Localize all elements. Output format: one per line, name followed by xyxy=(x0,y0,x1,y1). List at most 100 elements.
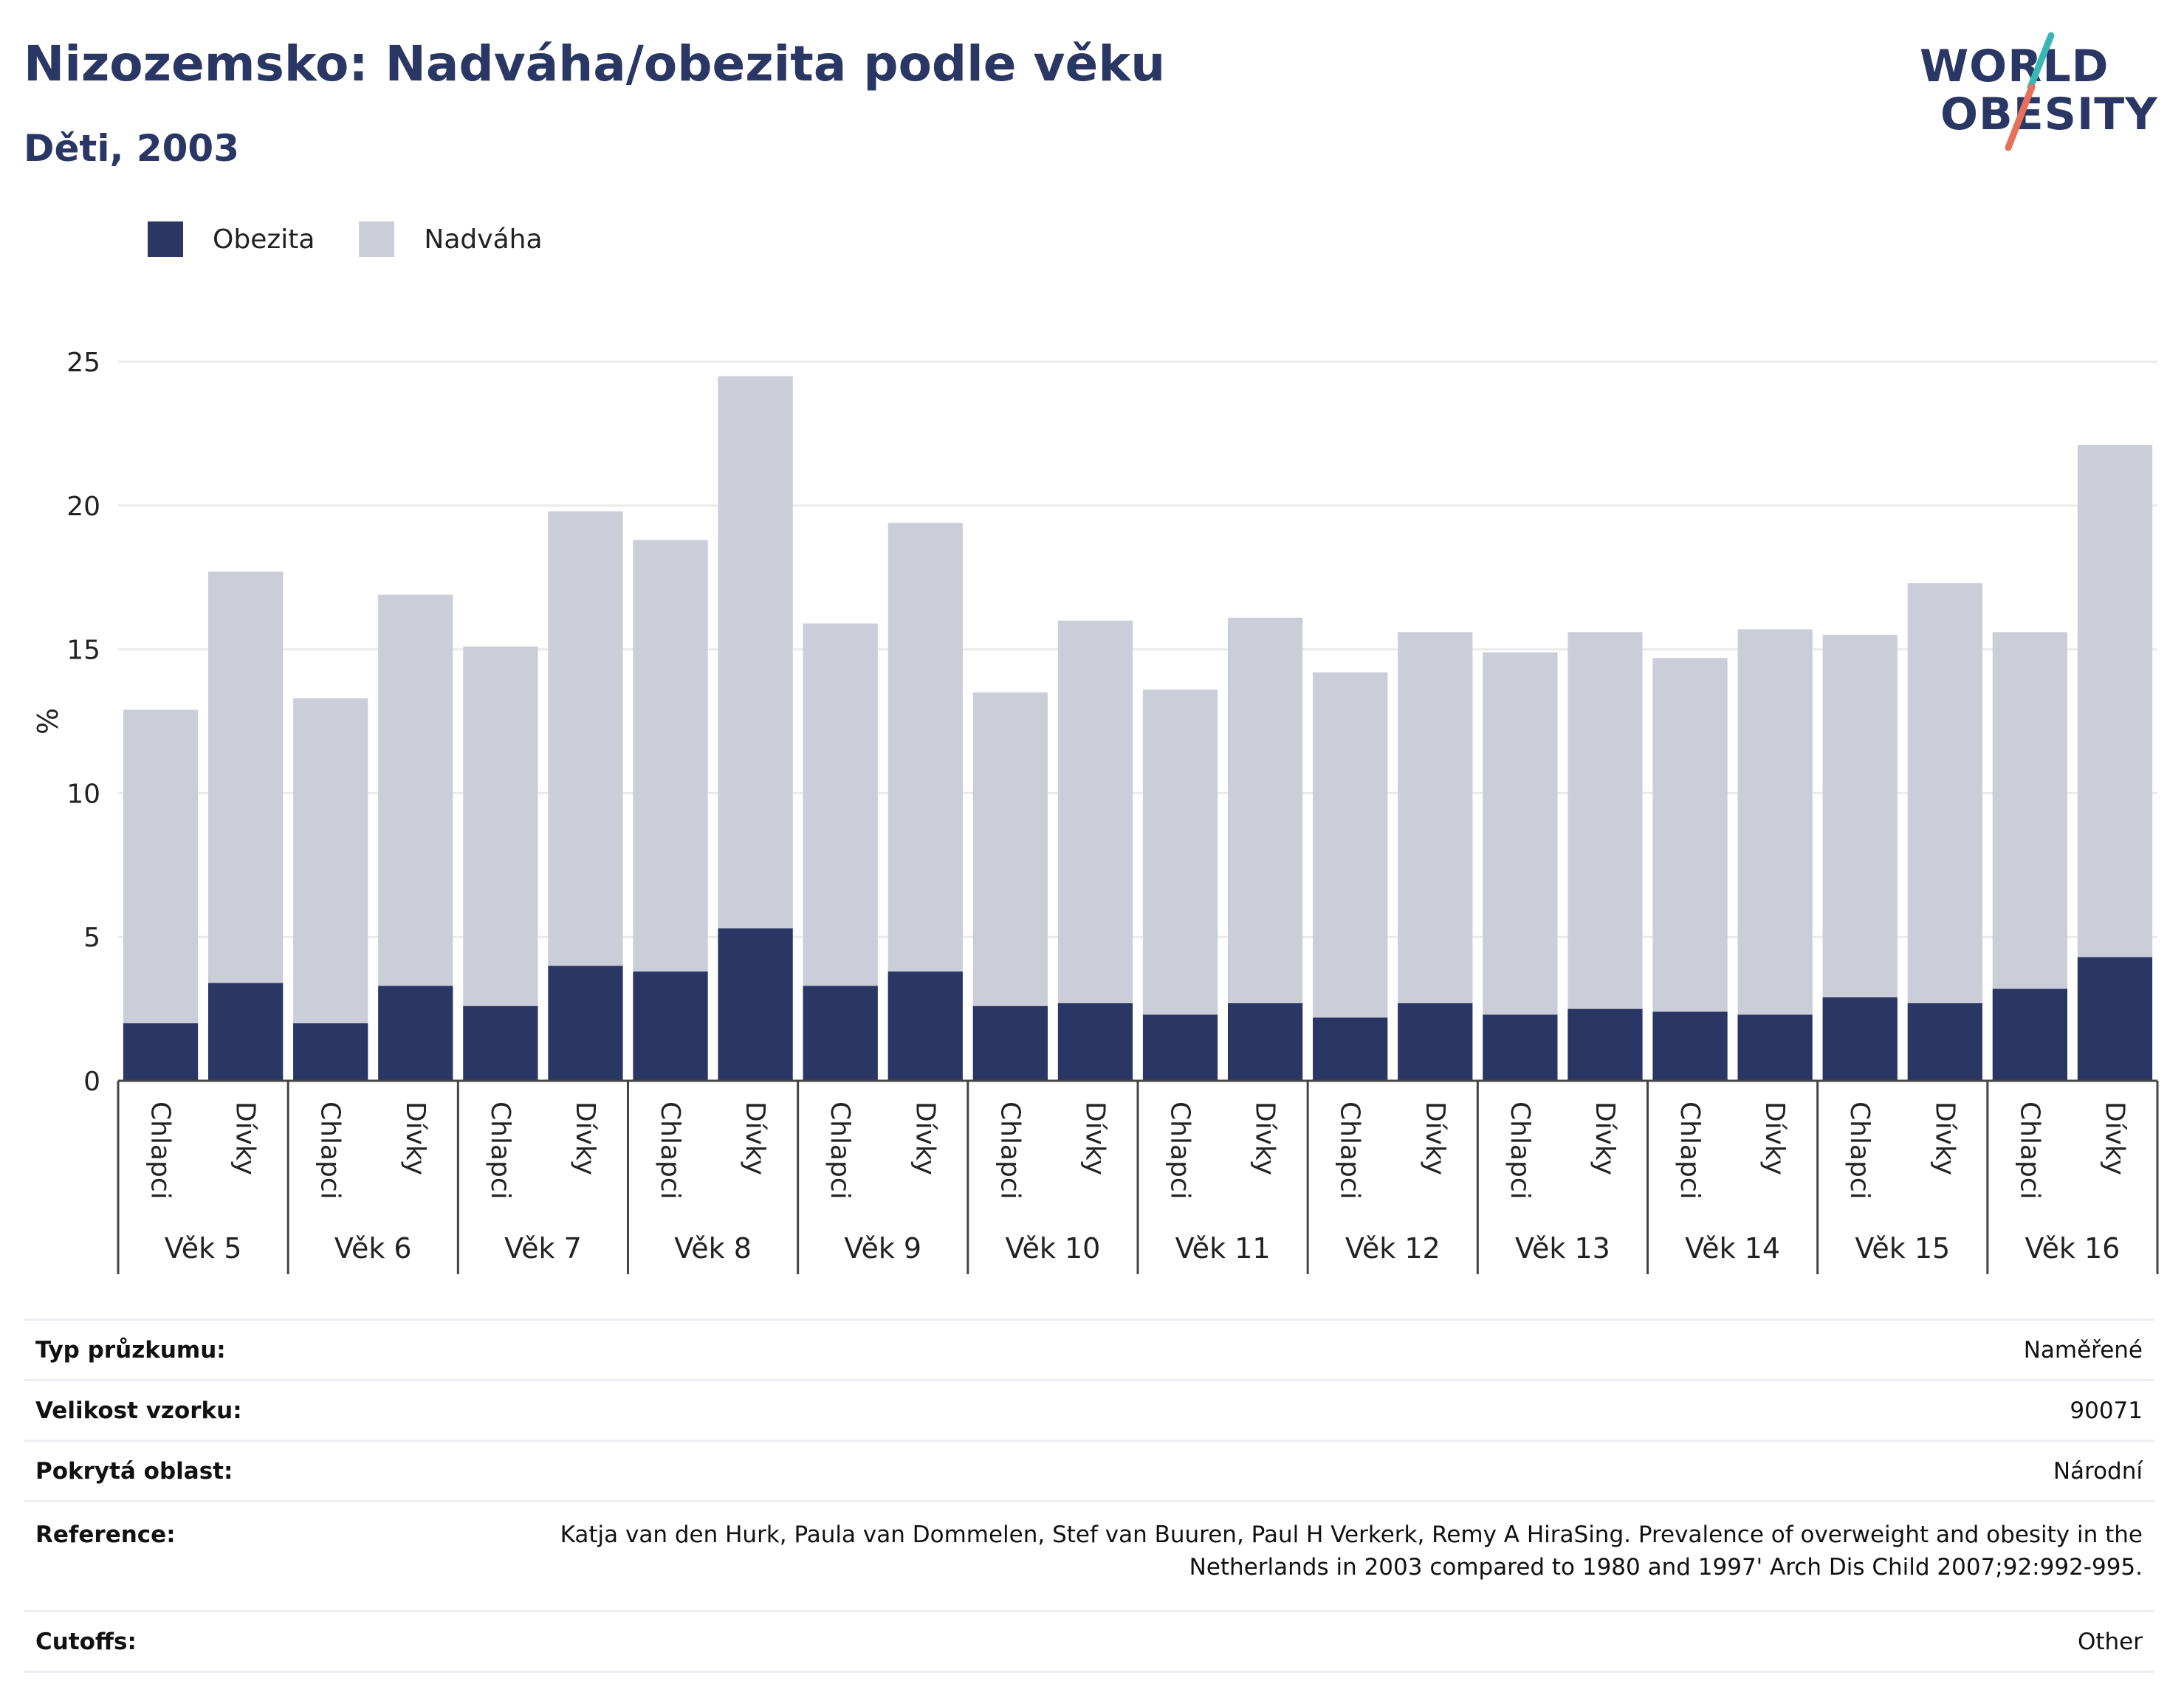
group-label: Věk 12 xyxy=(1345,1232,1440,1265)
x-tick-label: Chlapci xyxy=(825,1101,855,1200)
x-tick-label: Dívky xyxy=(1079,1101,1110,1175)
bar-nadváha xyxy=(123,709,199,1024)
x-tick-label: Dívky xyxy=(400,1101,430,1175)
x-tick-label: Dívky xyxy=(2099,1101,2129,1175)
info-row-reference: Reference: Katja van den Hurk, Paula van… xyxy=(24,1501,2154,1612)
bar-nadváha xyxy=(1737,629,1813,1015)
x-tick-label: Chlapci xyxy=(485,1101,515,1200)
x-tick-label: Dívky xyxy=(1250,1101,1280,1175)
bar-obezita xyxy=(1398,1003,1473,1081)
x-tick-label: Dívky xyxy=(1929,1101,1960,1175)
group-label: Věk 16 xyxy=(2025,1232,2120,1265)
bar-nadváha xyxy=(1567,632,1643,1009)
bar-nadváha xyxy=(1227,617,1303,1003)
bar-obezita xyxy=(1227,1003,1303,1081)
bar-nadváha xyxy=(972,692,1048,1006)
chart-legend: Obezita Nadváha xyxy=(148,221,587,257)
group-label: Věk 7 xyxy=(504,1232,582,1265)
x-tick-label: Chlapci xyxy=(1335,1101,1365,1200)
x-tick-label: Chlapci xyxy=(995,1101,1025,1200)
group-label: Věk 15 xyxy=(1855,1232,1950,1265)
group-label: Věk 6 xyxy=(334,1232,412,1265)
x-tick-label: Chlapci xyxy=(1165,1101,1195,1200)
bar-obezita xyxy=(1483,1014,1558,1081)
bar-nadváha xyxy=(207,571,284,983)
x-tick-label: Dívky xyxy=(1590,1101,1620,1175)
info-value: Other xyxy=(2077,1628,2143,1655)
bar-obezita xyxy=(972,1005,1048,1081)
bar-obezita xyxy=(1057,1003,1133,1081)
y-tick-label: 5 xyxy=(83,923,100,953)
info-row-sample-size: Velikost vzorku: 90071 xyxy=(24,1380,2154,1441)
x-tick-label: Dívky xyxy=(230,1101,261,1175)
y-axis-label: % xyxy=(32,708,64,735)
info-row-survey-type: Typ průzkumu: Naměřené xyxy=(24,1319,2154,1381)
bar-nadváha xyxy=(1907,582,1982,1003)
bar-obezita xyxy=(887,971,963,1081)
bar-obezita xyxy=(718,928,793,1081)
bar-nadváha xyxy=(293,698,368,1024)
bar-obezita xyxy=(463,1005,538,1081)
bar-nadváha xyxy=(378,594,453,986)
x-tick-label: Dívky xyxy=(740,1101,770,1175)
bar-nadváha xyxy=(1822,635,1898,998)
bar-obezita xyxy=(1652,1011,1728,1081)
info-value: Katja van den Hurk, Paula van Dommelen, … xyxy=(560,1522,2143,1581)
info-key: Typ průzkumu: xyxy=(35,1336,226,1364)
chart-subtitle: Děti, 2003 xyxy=(24,127,240,170)
chart-title: Nizozemsko: Nadváha/obezita podle věku xyxy=(24,35,1166,92)
bar-obezita xyxy=(123,1023,199,1081)
legend-item-nadvaha[interactable]: Nadváha xyxy=(359,221,543,257)
group-label: Věk 10 xyxy=(1005,1232,1100,1265)
legend-label-nadvaha: Nadváha xyxy=(424,224,543,255)
logo-slash-bottom xyxy=(2005,83,2036,151)
legend-swatch-obezita xyxy=(148,221,183,257)
bar-nadváha xyxy=(1398,632,1473,1003)
bar-chart: 0 5 10 15 20 25% Chlapci Dívky Chlapci Dívky Chlap… xyxy=(32,348,2159,1274)
bar-nadváha xyxy=(887,523,963,972)
y-tick-label: 10 xyxy=(66,779,100,809)
legend-item-obezita[interactable]: Obezita xyxy=(148,221,315,257)
x-tick-label: Chlapci xyxy=(655,1101,685,1200)
bar-nadváha xyxy=(1483,652,1558,1015)
y-tick-label: 15 xyxy=(66,636,100,666)
bar-obezita xyxy=(1992,989,2068,1081)
info-value: Národní xyxy=(2053,1457,2143,1485)
group-label: Věk 5 xyxy=(165,1232,242,1265)
bar-obezita xyxy=(207,983,284,1081)
x-tick-label: Chlapci xyxy=(1844,1101,1875,1200)
x-tick-label: Dívky xyxy=(570,1101,600,1175)
info-value: 90071 xyxy=(2070,1397,2143,1424)
bar-nadváha xyxy=(1142,690,1218,1015)
group-label: Věk 14 xyxy=(1685,1232,1780,1265)
bar-nadváha xyxy=(1992,632,2068,989)
group-label: Věk 8 xyxy=(674,1232,752,1265)
x-tick-label: Dívky xyxy=(1420,1101,1450,1175)
y-tick-label: 20 xyxy=(66,492,100,522)
world-obesity-logo: WORLD OBESITY xyxy=(1920,32,2158,151)
bar-obezita xyxy=(803,986,878,1081)
bar-nadváha xyxy=(1057,620,1133,1003)
x-tick-label: Dívky xyxy=(1759,1101,1790,1175)
x-tick-label: Chlapci xyxy=(2014,1101,2044,1200)
y-tick-label: 25 xyxy=(66,348,100,378)
bar-obezita xyxy=(2077,957,2153,1081)
bar-nadváha xyxy=(803,623,878,986)
info-key: Pokrytá oblast: xyxy=(35,1457,233,1485)
bar-nadváha xyxy=(1652,658,1728,1012)
legend-swatch-nadvaha xyxy=(359,221,395,257)
logo-text-obesity: OBESITY xyxy=(1940,89,2158,140)
bar-obezita xyxy=(293,1023,368,1081)
info-key: Velikost vzorku: xyxy=(35,1397,242,1424)
bar-obezita xyxy=(1567,1008,1643,1081)
bar-nadváha xyxy=(463,646,538,1006)
bar-nadváha xyxy=(633,540,708,972)
x-tick-label: Chlapci xyxy=(1505,1101,1535,1200)
bar-nadváha xyxy=(1313,672,1388,1018)
bar-obezita xyxy=(1822,997,1898,1081)
logo-text-world: WORLD xyxy=(1920,41,2109,92)
group-label: Věk 13 xyxy=(1515,1232,1610,1265)
legend-label-obezita: Obezita xyxy=(213,224,315,255)
info-value: Naměřené xyxy=(2023,1336,2143,1364)
x-tick-label: Chlapci xyxy=(145,1101,176,1200)
